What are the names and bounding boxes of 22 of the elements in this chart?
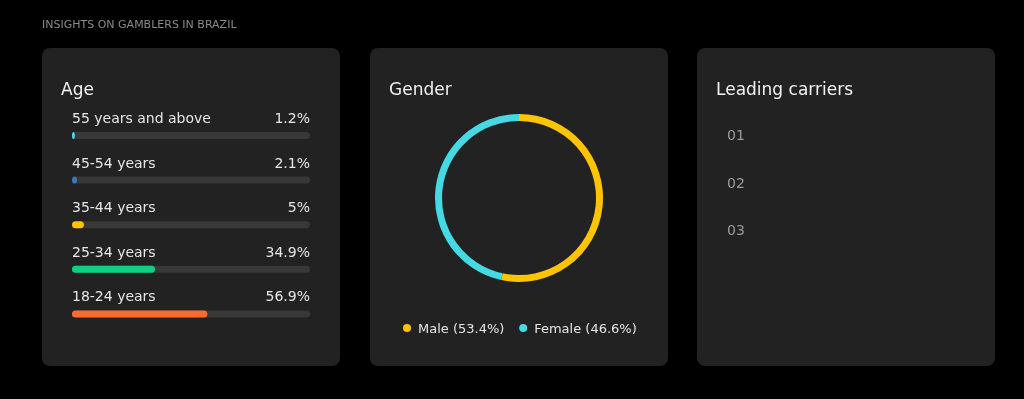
y-tick-label: 55 years and above bbox=[72, 110, 211, 126]
data-label: 2.1% bbox=[274, 154, 310, 171]
text: 03 bbox=[727, 222, 745, 238]
legend-label: Male (53.4%) bbox=[418, 321, 505, 336]
data-label: 5% bbox=[287, 199, 310, 216]
data-label: 1.2% bbox=[274, 110, 310, 126]
y-tick-label: 25-34 years bbox=[72, 243, 156, 260]
donut-slice bbox=[501, 114, 603, 282]
chart-title: Age bbox=[61, 79, 94, 99]
y-tick-label: 18-24 years bbox=[72, 288, 156, 305]
data-label: 34.9% bbox=[265, 243, 310, 260]
chart-title: Gender bbox=[389, 79, 452, 99]
donut-slice bbox=[435, 114, 519, 281]
text: 02 bbox=[727, 174, 745, 191]
data-label: 56.9% bbox=[265, 288, 310, 305]
text: 01 bbox=[727, 127, 745, 143]
y-tick-label: 45-54 years bbox=[72, 154, 156, 171]
text: Leading carriers bbox=[716, 79, 854, 99]
bar bbox=[72, 221, 84, 229]
legend-label: Female (46.6%) bbox=[534, 321, 637, 336]
y-tick-label: 35-44 years bbox=[72, 199, 156, 216]
text: INSIGHTS ON GAMBLERS IN BRAZIL bbox=[42, 18, 238, 31]
